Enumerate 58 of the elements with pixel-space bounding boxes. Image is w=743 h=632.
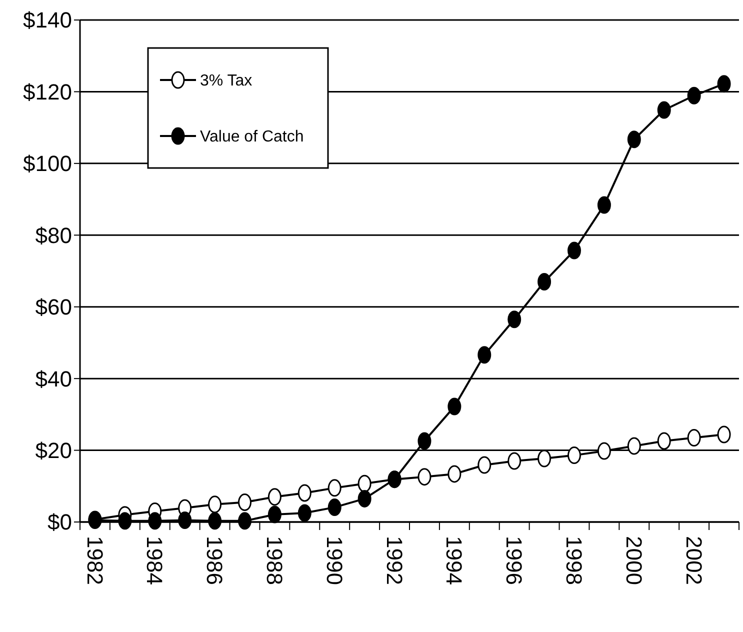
x-tick-label: 1992 bbox=[382, 536, 407, 585]
y-tick-label: $100 bbox=[23, 151, 72, 176]
legend-label: 3% Tax bbox=[200, 72, 252, 90]
point bbox=[687, 428, 701, 446]
x-tick-label: 1990 bbox=[322, 536, 347, 585]
point bbox=[568, 242, 581, 260]
point bbox=[597, 442, 611, 460]
point bbox=[448, 465, 462, 483]
point bbox=[358, 474, 372, 492]
point bbox=[328, 498, 342, 516]
point bbox=[178, 511, 192, 529]
point bbox=[627, 130, 641, 148]
y-tick-label: $120 bbox=[23, 79, 72, 104]
x-tick-label: 1988 bbox=[262, 536, 288, 585]
point bbox=[238, 512, 252, 530]
point bbox=[657, 432, 671, 450]
x-tick-label: 2000 bbox=[621, 536, 646, 585]
y-tick-label: $60 bbox=[35, 294, 72, 320]
x-tick-label: 1998 bbox=[562, 536, 587, 585]
point bbox=[597, 196, 611, 214]
point bbox=[508, 310, 522, 328]
y-tick-label: $80 bbox=[35, 222, 72, 248]
legend-label: Value of Catch bbox=[200, 128, 304, 146]
point bbox=[328, 479, 342, 497]
x-tick-label: 1982 bbox=[82, 536, 108, 585]
point bbox=[657, 101, 671, 119]
y-tick-label: $0 bbox=[48, 510, 72, 535]
point bbox=[717, 426, 731, 444]
x-tick-label: 1996 bbox=[502, 536, 527, 585]
point bbox=[268, 506, 282, 524]
point bbox=[118, 512, 132, 530]
point bbox=[298, 504, 312, 522]
point bbox=[538, 450, 552, 468]
point bbox=[358, 490, 372, 508]
point bbox=[508, 452, 522, 470]
y-tick-label: $40 bbox=[35, 366, 72, 392]
point bbox=[627, 437, 641, 455]
point bbox=[717, 75, 731, 93]
x-tick-label: 2002 bbox=[681, 536, 706, 585]
point bbox=[568, 446, 581, 464]
y-tick-label: $140 bbox=[23, 8, 72, 33]
point bbox=[538, 273, 552, 291]
point bbox=[478, 456, 492, 474]
point bbox=[238, 494, 252, 512]
point bbox=[418, 468, 432, 486]
y-tick-label: $20 bbox=[35, 438, 72, 463]
point bbox=[208, 496, 222, 514]
x-tick-label: 1994 bbox=[442, 536, 467, 585]
point bbox=[268, 488, 282, 506]
point bbox=[148, 512, 162, 530]
point bbox=[448, 398, 462, 416]
x-tick-label: 1986 bbox=[202, 536, 228, 585]
x-tick-label: 1984 bbox=[142, 536, 168, 585]
point bbox=[687, 86, 701, 104]
point bbox=[478, 346, 492, 364]
point bbox=[208, 512, 222, 530]
point bbox=[298, 484, 312, 502]
point bbox=[418, 432, 432, 450]
